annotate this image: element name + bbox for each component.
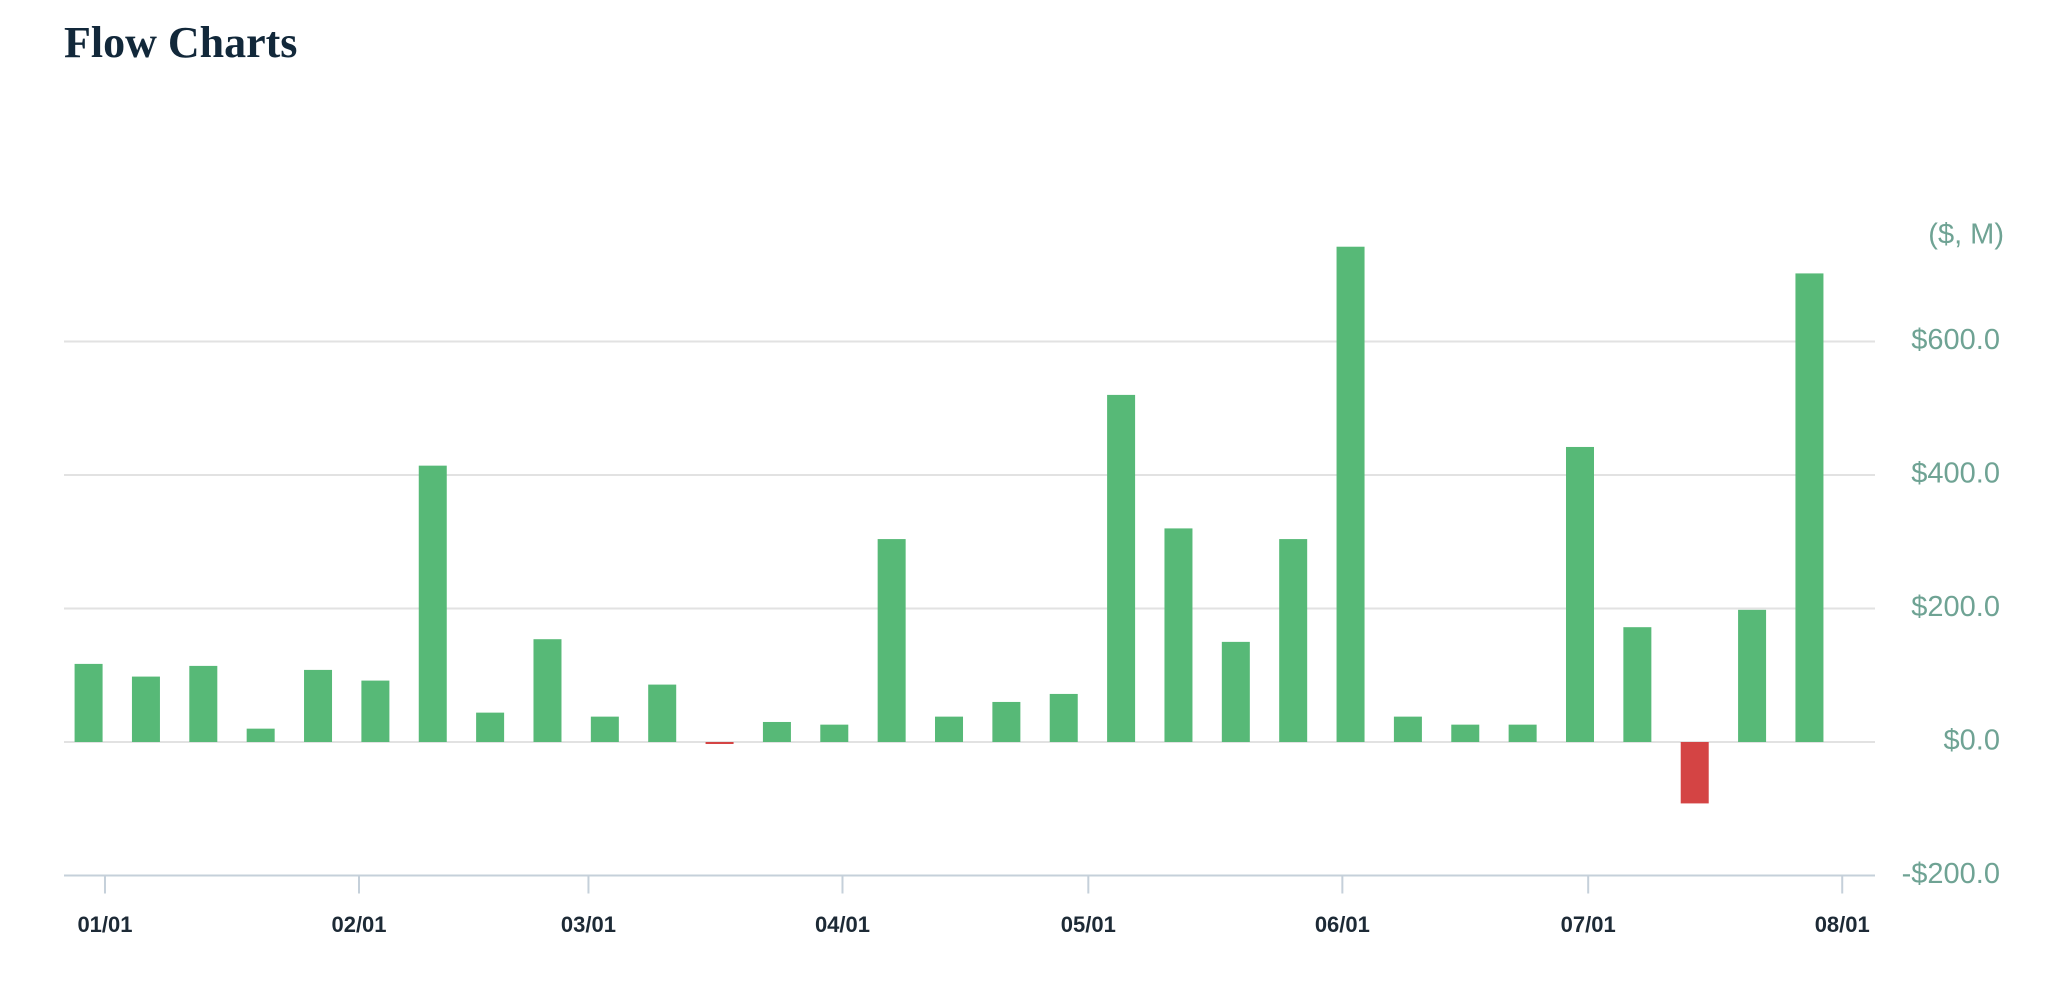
bar bbox=[1279, 539, 1308, 742]
bar bbox=[590, 716, 619, 742]
y-tick-label: $400.0 bbox=[1911, 458, 2000, 490]
bar bbox=[361, 680, 390, 742]
unit-label: ($, M) bbox=[1928, 219, 2004, 251]
bar bbox=[1164, 528, 1193, 742]
x-tick-label: 01/01 bbox=[77, 912, 132, 937]
x-tick-label: 06/01 bbox=[1315, 912, 1370, 937]
x-tick-label: 05/01 bbox=[1061, 912, 1116, 937]
bar bbox=[304, 669, 333, 742]
bar bbox=[762, 721, 791, 742]
bar bbox=[418, 465, 447, 742]
bar bbox=[1451, 724, 1480, 742]
x-tick-label: 07/01 bbox=[1561, 912, 1616, 937]
bar bbox=[1795, 273, 1824, 742]
bar bbox=[1565, 446, 1594, 742]
x-tick-label: 04/01 bbox=[815, 912, 870, 937]
x-tick-label: 08/01 bbox=[1815, 912, 1870, 937]
bar bbox=[74, 663, 103, 742]
bar bbox=[705, 742, 734, 745]
y-tick-label: $0.0 bbox=[1944, 725, 2000, 757]
bar bbox=[1221, 641, 1250, 742]
bar bbox=[189, 665, 218, 742]
bar bbox=[935, 716, 964, 742]
bar bbox=[1393, 716, 1422, 742]
bar bbox=[1508, 724, 1537, 742]
bar bbox=[1738, 609, 1767, 742]
bar bbox=[1107, 394, 1136, 742]
bar bbox=[476, 712, 505, 742]
y-tick-label: $200.0 bbox=[1911, 591, 2000, 623]
x-tick-label: 02/01 bbox=[331, 912, 386, 937]
x-tick-label: 03/01 bbox=[561, 912, 616, 937]
bar bbox=[648, 684, 677, 742]
chart-title: Flow Charts bbox=[64, 18, 297, 67]
bar bbox=[1680, 742, 1709, 804]
bar bbox=[1623, 627, 1652, 742]
y-tick-label: -$200.0 bbox=[1902, 858, 2000, 890]
bar bbox=[1049, 693, 1078, 742]
bar bbox=[1336, 246, 1365, 742]
bar bbox=[820, 724, 849, 742]
bar bbox=[992, 701, 1021, 742]
bar bbox=[131, 676, 160, 742]
bar bbox=[533, 639, 562, 742]
bar bbox=[877, 539, 906, 742]
y-tick-label: $600.0 bbox=[1911, 324, 2000, 356]
bar bbox=[246, 728, 275, 742]
